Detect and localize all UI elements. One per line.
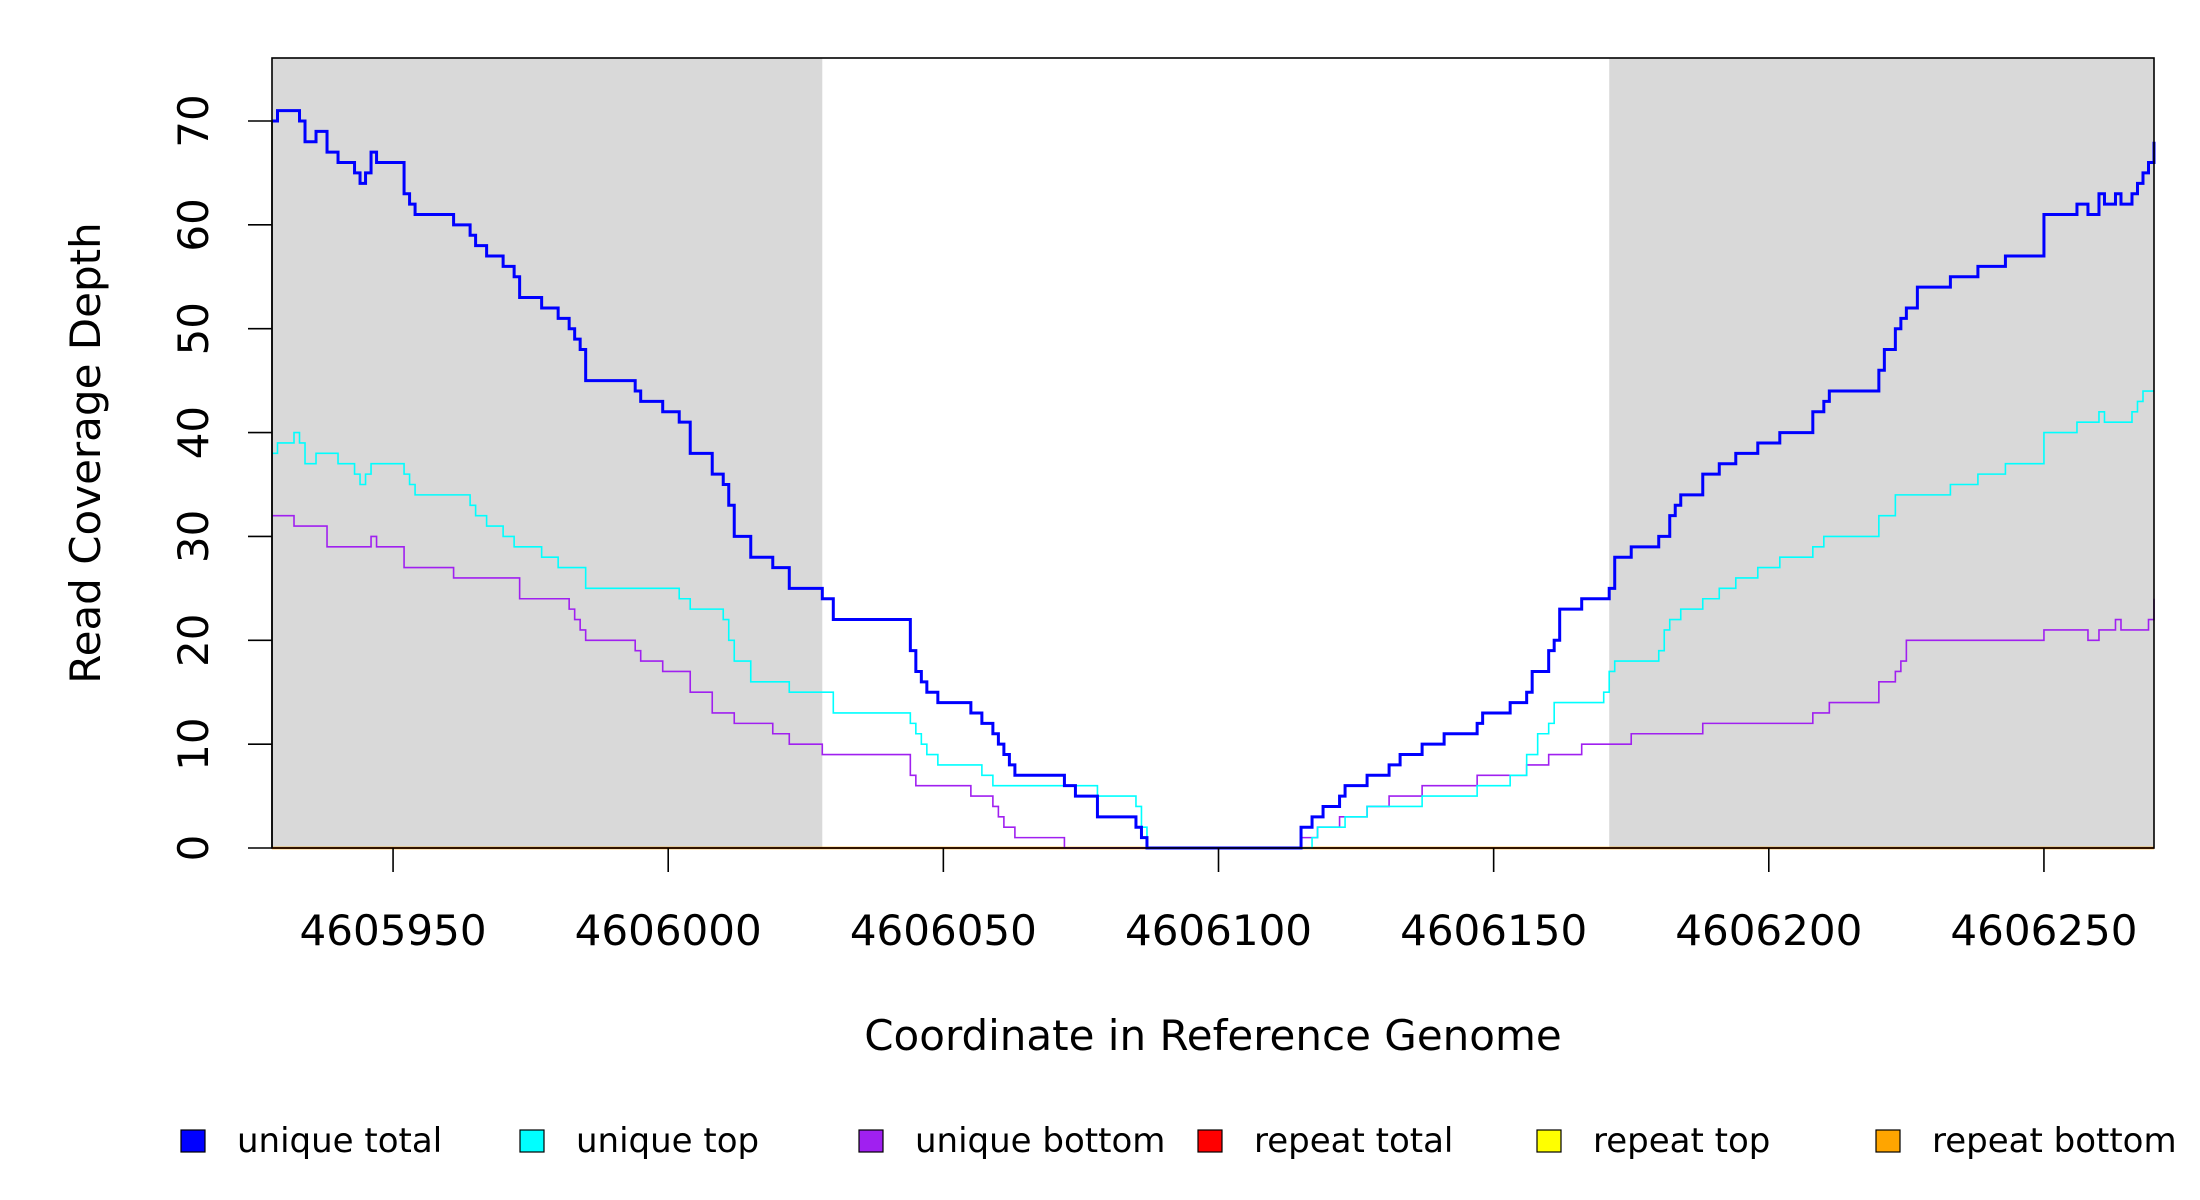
shaded-region-1: [272, 58, 823, 848]
x-tick-label: 4606050: [850, 906, 1037, 955]
legend-key-repeat-top: [1536, 1129, 1562, 1153]
y-axis-label: Read Coverage Depth: [61, 222, 110, 683]
series-line-unique-bottom: [272, 514, 2155, 849]
y-tick-label: 70: [169, 94, 218, 147]
x-tick-label: 4606000: [575, 906, 762, 955]
legend-label-repeat-bottom: repeat bottom: [1932, 1121, 2177, 1161]
x-tick-label: 4606100: [1125, 906, 1312, 955]
y-tick-label: 20: [169, 614, 218, 667]
x-tick-label: 4606200: [1675, 906, 1862, 955]
x-tick-label: 4605950: [300, 906, 487, 955]
y-tick-label: 50: [169, 302, 218, 355]
x-tick-label: 4606150: [1400, 906, 1587, 955]
y-tick-label: 40: [169, 406, 218, 459]
shaded-region-2: [1609, 58, 2154, 848]
legend-label-repeat-top: repeat top: [1593, 1121, 1770, 1161]
x-axis-label: Coordinate in Reference Genome: [864, 1011, 1562, 1060]
y-tick-label: 30: [169, 510, 218, 563]
y-tick-label: 10: [169, 717, 218, 770]
legend-label-unique-bottom: unique bottom: [915, 1121, 1165, 1161]
legend-key-repeat-total: [1197, 1129, 1223, 1153]
y-tick-label: 0: [169, 835, 218, 862]
legend-label-unique-top: unique top: [576, 1121, 759, 1161]
series-line-unique-total: [272, 109, 2156, 850]
legend-label-unique-total: unique total: [237, 1121, 442, 1161]
legend-key-unique-total: [180, 1129, 206, 1153]
legend-key-unique-top: [519, 1129, 545, 1153]
y-tick-label: 60: [169, 198, 218, 251]
series-line-unique-top: [272, 390, 2154, 849]
legend-label-repeat-total: repeat total: [1254, 1121, 1453, 1161]
legend-key-unique-bottom: [858, 1129, 884, 1153]
x-tick-label: 4606250: [1950, 906, 2137, 955]
legend-key-repeat-bottom: [1875, 1129, 1901, 1153]
